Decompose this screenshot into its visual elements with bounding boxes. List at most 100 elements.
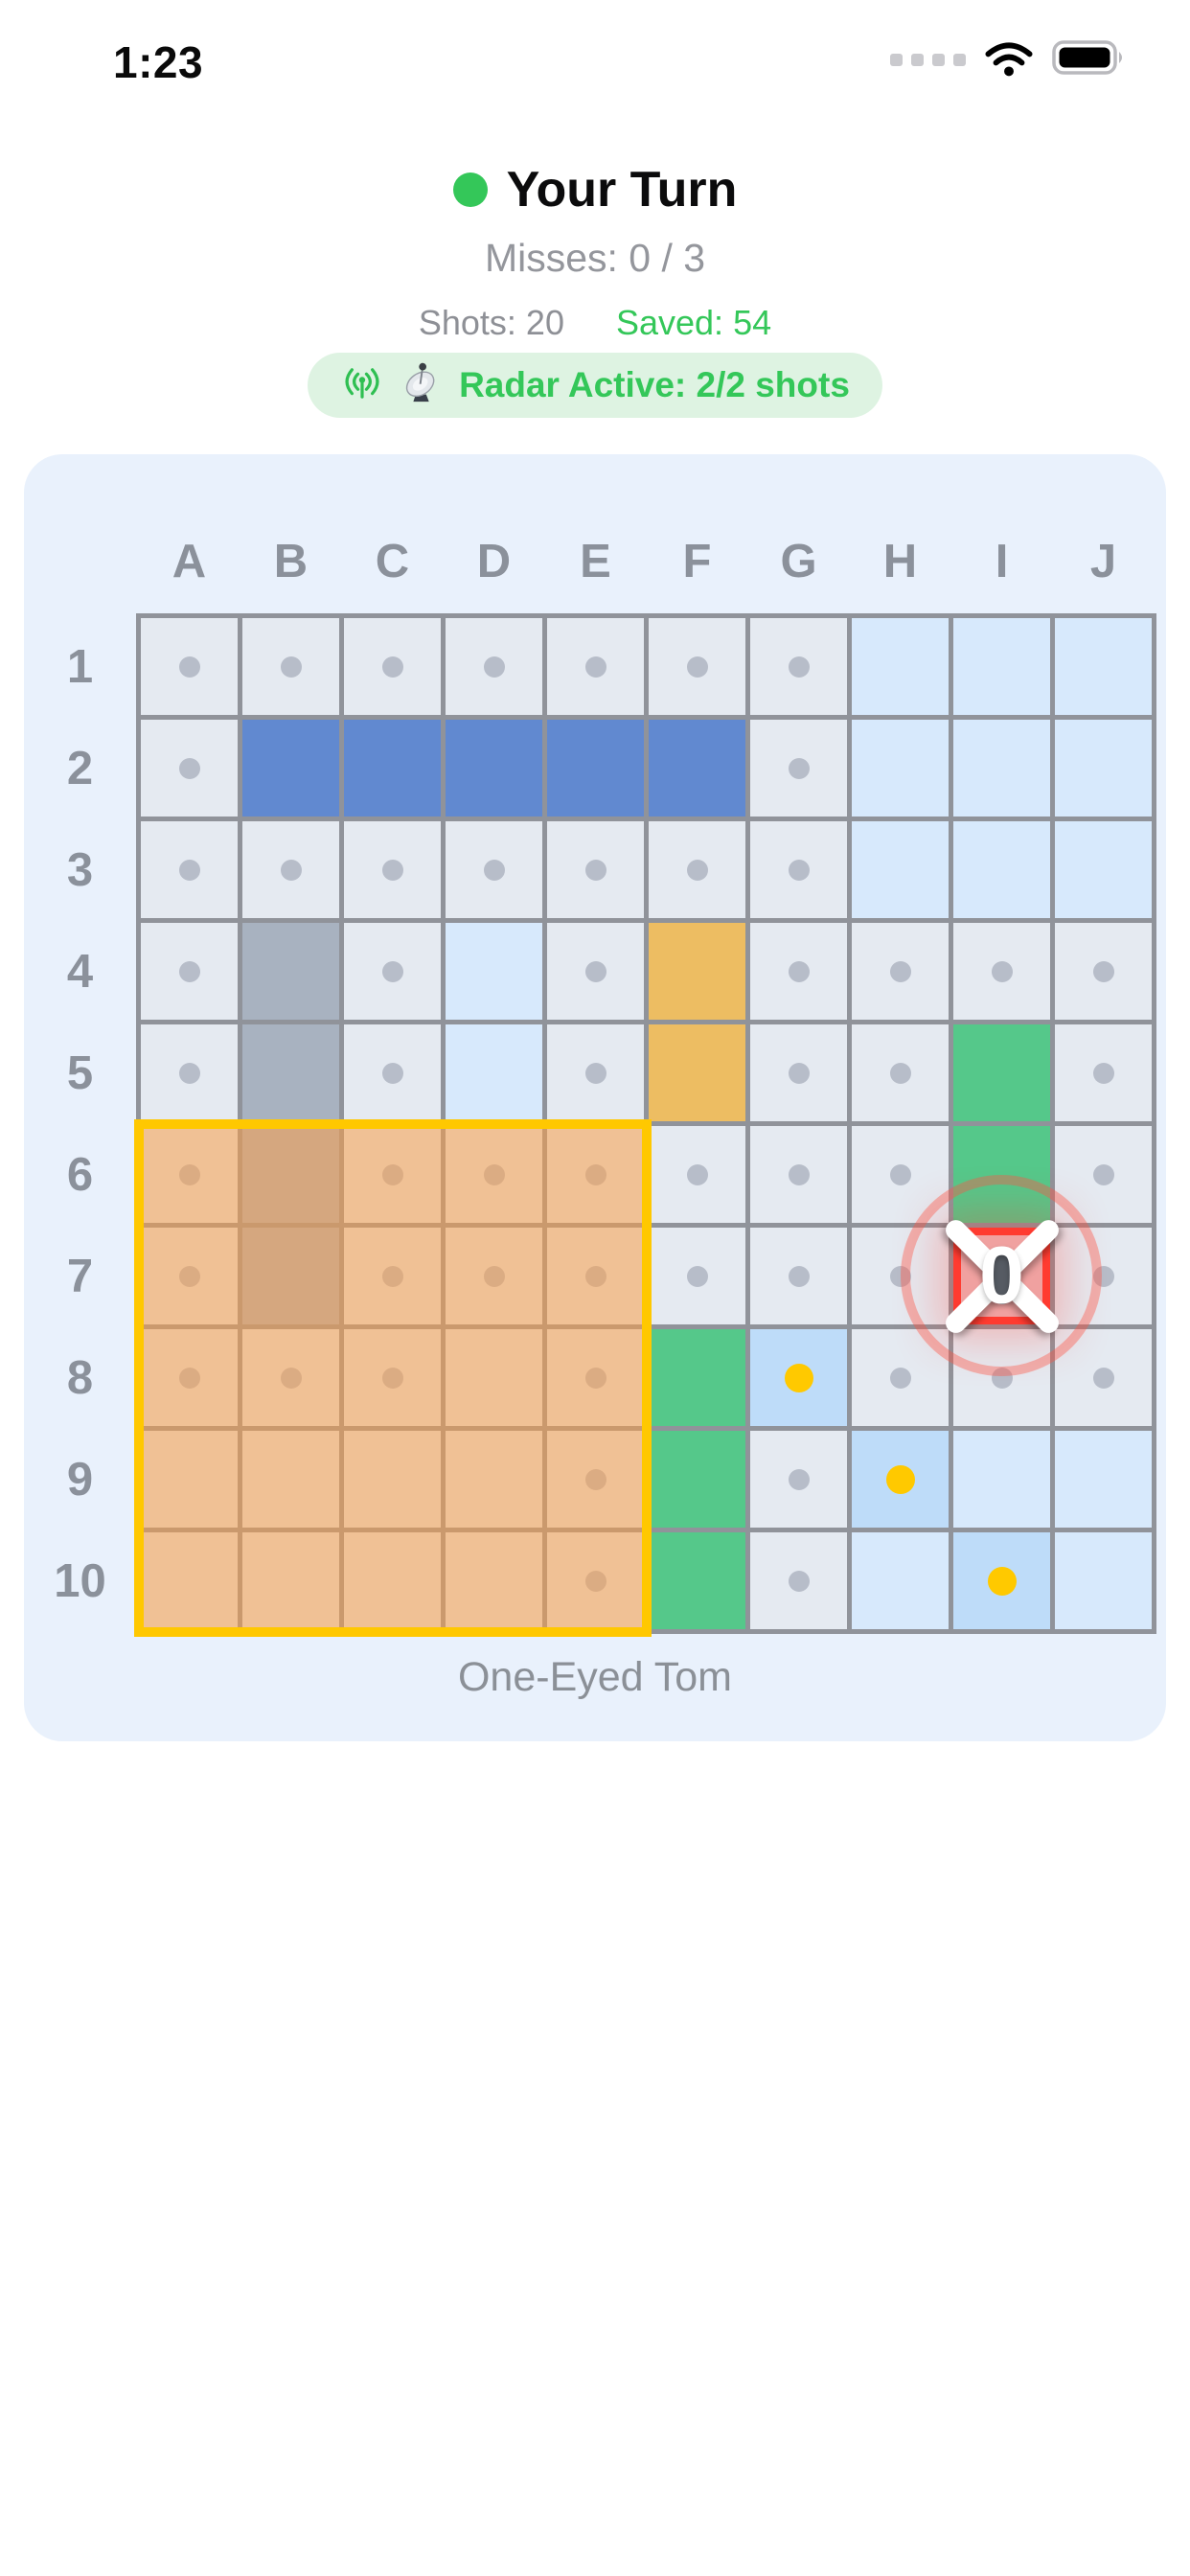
cell-C9[interactable]: [344, 1431, 441, 1528]
cell-B9[interactable]: [242, 1431, 339, 1528]
cell-A9[interactable]: [141, 1431, 238, 1528]
cell-H7[interactable]: [852, 1228, 949, 1324]
cell-F5[interactable]: [649, 1024, 745, 1121]
cell-F3[interactable]: [649, 821, 745, 918]
cell-J8[interactable]: [1055, 1329, 1152, 1426]
cell-C8[interactable]: [344, 1329, 441, 1426]
cell-D9[interactable]: [446, 1431, 542, 1528]
cell-J6[interactable]: [1055, 1126, 1152, 1223]
cell-I5[interactable]: [953, 1024, 1050, 1121]
cell-B10[interactable]: [242, 1532, 339, 1629]
cell-G3[interactable]: [750, 821, 847, 918]
cell-E2[interactable]: [547, 720, 644, 816]
cell-G5[interactable]: [750, 1024, 847, 1121]
cell-I7[interactable]: [953, 1228, 1050, 1324]
cell-I6[interactable]: [953, 1126, 1050, 1223]
cell-H5[interactable]: [852, 1024, 949, 1121]
cell-F7[interactable]: [649, 1228, 745, 1324]
cell-I10[interactable]: [953, 1532, 1050, 1629]
cell-A7[interactable]: [141, 1228, 238, 1324]
cell-I1[interactable]: [953, 618, 1050, 715]
cell-G9[interactable]: [750, 1431, 847, 1528]
cell-E3[interactable]: [547, 821, 644, 918]
cell-F2[interactable]: [649, 720, 745, 816]
cell-J3[interactable]: [1055, 821, 1152, 918]
cell-A8[interactable]: [141, 1329, 238, 1426]
cell-J4[interactable]: [1055, 923, 1152, 1020]
cell-C1[interactable]: [344, 618, 441, 715]
cell-J7[interactable]: [1055, 1228, 1152, 1324]
cell-A1[interactable]: [141, 618, 238, 715]
cell-J1[interactable]: [1055, 618, 1152, 715]
cell-A10[interactable]: [141, 1532, 238, 1629]
cell-C2[interactable]: [344, 720, 441, 816]
cell-I2[interactable]: [953, 720, 1050, 816]
cell-H4[interactable]: [852, 923, 949, 1020]
cell-C4[interactable]: [344, 923, 441, 1020]
cell-D10[interactable]: [446, 1532, 542, 1629]
cell-G7[interactable]: [750, 1228, 847, 1324]
cell-J5[interactable]: [1055, 1024, 1152, 1121]
cell-B4[interactable]: [242, 923, 339, 1020]
cell-B3[interactable]: [242, 821, 339, 918]
cell-D5[interactable]: [446, 1024, 542, 1121]
cell-F8[interactable]: [649, 1329, 745, 1426]
cell-I3[interactable]: [953, 821, 1050, 918]
cell-D3[interactable]: [446, 821, 542, 918]
cell-G2[interactable]: [750, 720, 847, 816]
cell-A5[interactable]: [141, 1024, 238, 1121]
cell-E10[interactable]: [547, 1532, 644, 1629]
cell-D4[interactable]: [446, 923, 542, 1020]
cell-F4[interactable]: [649, 923, 745, 1020]
cell-H2[interactable]: [852, 720, 949, 816]
cell-E8[interactable]: [547, 1329, 644, 1426]
cell-E4[interactable]: [547, 923, 644, 1020]
cell-A4[interactable]: [141, 923, 238, 1020]
cell-C5[interactable]: [344, 1024, 441, 1121]
cell-B2[interactable]: [242, 720, 339, 816]
cell-D8[interactable]: [446, 1329, 542, 1426]
cell-B8[interactable]: [242, 1329, 339, 1426]
cell-B5[interactable]: [242, 1024, 339, 1121]
cell-J9[interactable]: [1055, 1431, 1152, 1528]
cell-I9[interactable]: [953, 1431, 1050, 1528]
cell-H10[interactable]: [852, 1532, 949, 1629]
cell-F1[interactable]: [649, 618, 745, 715]
cell-H6[interactable]: [852, 1126, 949, 1223]
cell-F9[interactable]: [649, 1431, 745, 1528]
cell-A3[interactable]: [141, 821, 238, 918]
cell-H1[interactable]: [852, 618, 949, 715]
cell-J10[interactable]: [1055, 1532, 1152, 1629]
cell-H8[interactable]: [852, 1329, 949, 1426]
cell-A6[interactable]: [141, 1126, 238, 1223]
cell-J2[interactable]: [1055, 720, 1152, 816]
cell-E7[interactable]: [547, 1228, 644, 1324]
cell-E6[interactable]: [547, 1126, 644, 1223]
cell-F10[interactable]: [649, 1532, 745, 1629]
cell-G6[interactable]: [750, 1126, 847, 1223]
cell-D6[interactable]: [446, 1126, 542, 1223]
cell-B7[interactable]: [242, 1228, 339, 1324]
cell-I4[interactable]: [953, 923, 1050, 1020]
cell-G4[interactable]: [750, 923, 847, 1020]
cell-C7[interactable]: [344, 1228, 441, 1324]
cell-C10[interactable]: [344, 1532, 441, 1629]
cell-G1[interactable]: [750, 618, 847, 715]
cell-D2[interactable]: [446, 720, 542, 816]
cell-B6[interactable]: [242, 1126, 339, 1223]
cell-D7[interactable]: [446, 1228, 542, 1324]
cell-C6[interactable]: [344, 1126, 441, 1223]
cell-C3[interactable]: [344, 821, 441, 918]
cell-E5[interactable]: [547, 1024, 644, 1121]
cell-H9[interactable]: [852, 1431, 949, 1528]
cell-I8[interactable]: [953, 1329, 1050, 1426]
cell-E1[interactable]: [547, 618, 644, 715]
cell-A2[interactable]: [141, 720, 238, 816]
cell-E9[interactable]: [547, 1431, 644, 1528]
cell-H3[interactable]: [852, 821, 949, 918]
cell-B1[interactable]: [242, 618, 339, 715]
cell-G8[interactable]: [750, 1329, 847, 1426]
cell-F6[interactable]: [649, 1126, 745, 1223]
cell-G10[interactable]: [750, 1532, 847, 1629]
cell-D1[interactable]: [446, 618, 542, 715]
